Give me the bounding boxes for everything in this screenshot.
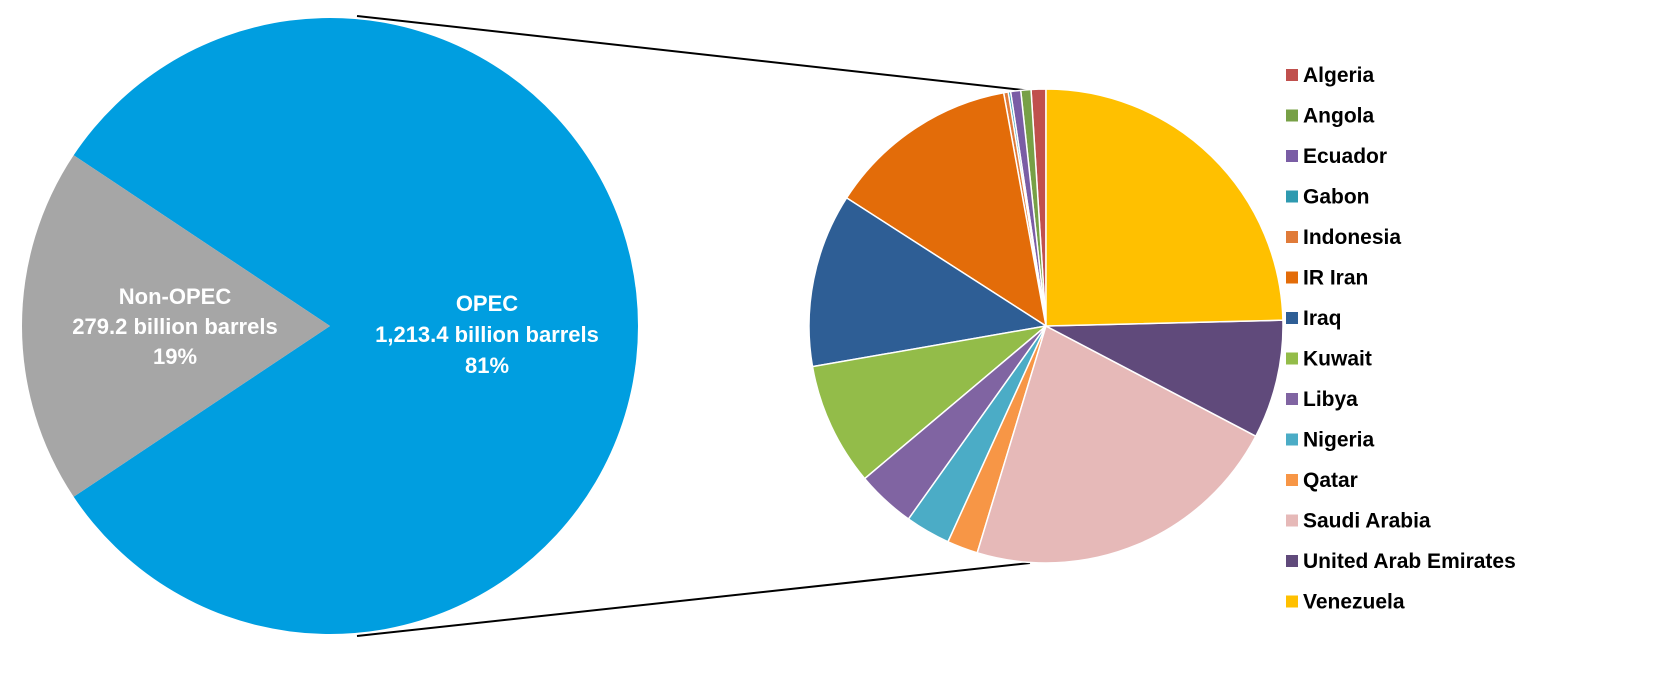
legend-swatch [1286, 352, 1298, 365]
legend-item-angola: Angola [1286, 105, 1374, 128]
opec-percent: 81% [465, 353, 509, 378]
legend-label: Qatar [1303, 469, 1358, 492]
slice-opec [73, 18, 638, 634]
opec-label: OPEC 1,213.4 billion barrels 81% [375, 291, 599, 378]
legend-label: Algeria [1303, 64, 1375, 87]
legend-swatch [1286, 474, 1298, 486]
legend-swatch [1286, 150, 1298, 162]
legend-label: United Arab Emirates [1303, 550, 1516, 573]
main-pie [21, 18, 638, 634]
legend-swatch [1286, 514, 1298, 527]
legend-swatch [1286, 393, 1298, 405]
legend-swatch [1286, 109, 1298, 122]
legend-item-venezuela: Venezuela [1286, 591, 1405, 614]
legend-label: Ecuador [1303, 145, 1387, 168]
slice-venezuela [1045, 88, 1284, 327]
legend-label: Kuwait [1303, 348, 1372, 371]
main-pie-labels: Non-OPEC 279.2 billion barrels 19% OPEC … [72, 284, 599, 378]
legend-item-ecuador: Ecuador [1286, 145, 1387, 168]
pie-connector-lines [356, 15, 1042, 637]
legend-swatch [1286, 69, 1298, 81]
legend-swatch [1286, 433, 1298, 446]
legend-item-libya: Libya [1286, 388, 1358, 411]
legend-item-saudi-arabia: Saudi Arabia [1286, 510, 1431, 533]
slice-non-opec [21, 155, 330, 497]
non-opec-value: 279.2 billion barrels [72, 314, 277, 339]
opec-country-pie [808, 88, 1284, 564]
legend-swatch [1286, 555, 1298, 567]
connector-top [356, 15, 1042, 93]
legend-swatch [1286, 271, 1298, 284]
legend-label: Indonesia [1303, 226, 1401, 249]
legend-item-algeria: Algeria [1286, 64, 1375, 87]
legend-label: Nigeria [1303, 429, 1375, 452]
legend-item-nigeria: Nigeria [1286, 429, 1375, 452]
legend-item-kuwait: Kuwait [1286, 348, 1372, 371]
opec-name: OPEC [456, 291, 518, 316]
non-opec-name: Non-OPEC [119, 284, 232, 309]
legend-item-qatar: Qatar [1286, 469, 1358, 492]
legend-swatch [1286, 190, 1298, 203]
legend-item-ir-iran: IR Iran [1286, 267, 1368, 290]
legend-label: Gabon [1303, 186, 1370, 209]
slice-iraq [808, 196, 1049, 368]
slice-kuwait [811, 324, 1049, 480]
legend-swatch [1286, 595, 1298, 608]
legend-label: IR Iran [1303, 267, 1368, 290]
non-opec-percent: 19% [153, 344, 197, 369]
slice-ir-iran [845, 91, 1048, 328]
slice-united-arab-emirates [1043, 319, 1284, 438]
legend-item-united-arab-emirates: United Arab Emirates [1286, 550, 1516, 573]
connector-bottom [356, 562, 1031, 637]
non-opec-label: Non-OPEC 279.2 billion barrels 19% [72, 284, 277, 369]
legend-label: Saudi Arabia [1303, 510, 1431, 533]
legend-label: Angola [1303, 105, 1374, 128]
legend-label: Iraq [1303, 307, 1342, 330]
legend-label: Libya [1303, 388, 1358, 411]
legend-item-iraq: Iraq [1286, 307, 1342, 330]
legend-item-gabon: Gabon [1286, 186, 1370, 209]
legend-label: Venezuela [1303, 591, 1405, 614]
legend-swatch [1286, 312, 1298, 324]
legend-item-indonesia: Indonesia [1286, 226, 1401, 249]
legend-swatch [1286, 231, 1298, 243]
opec-value: 1,213.4 billion barrels [375, 322, 599, 347]
legend: Algeria Angola Ecuador Gabon Indonesia IR Ira… [1286, 64, 1516, 614]
slice-saudi-arabia [976, 324, 1257, 564]
